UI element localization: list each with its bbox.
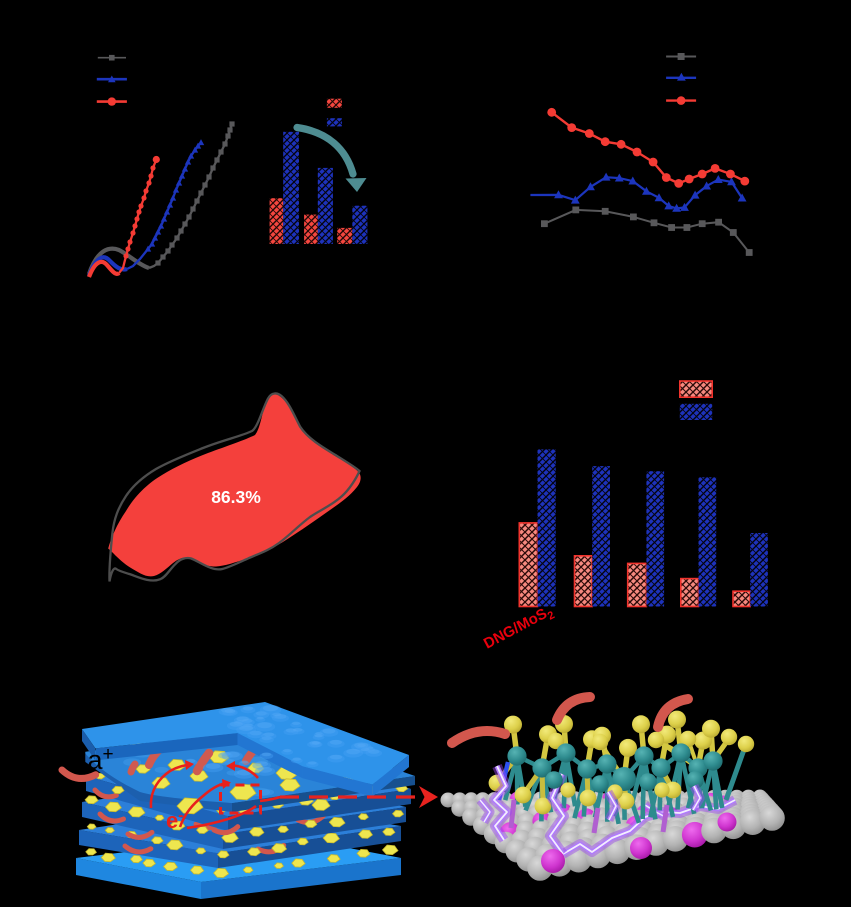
svg-text:86.3%: 86.3% <box>211 487 261 507</box>
